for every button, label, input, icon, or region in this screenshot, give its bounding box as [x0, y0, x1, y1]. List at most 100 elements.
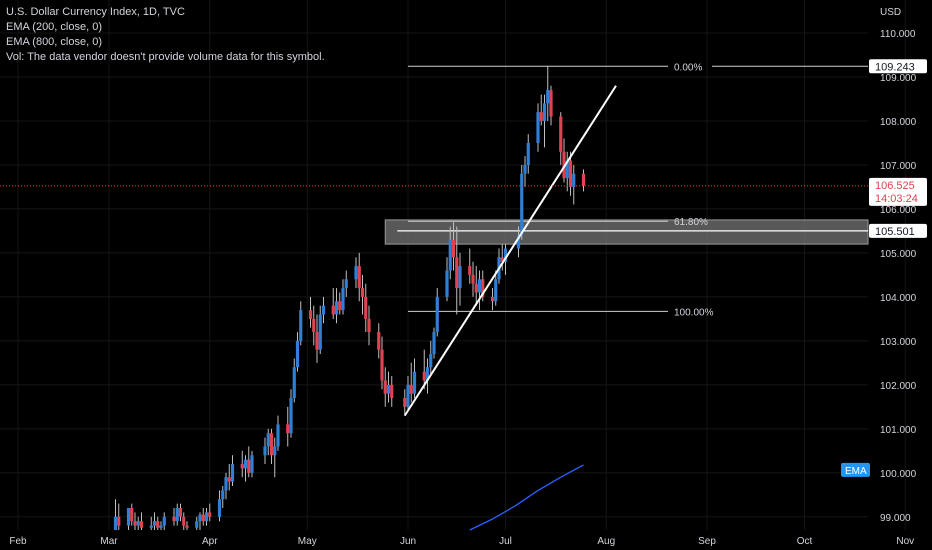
- candle[interactable]: [451, 222, 456, 271]
- candle[interactable]: [341, 279, 345, 315]
- candle[interactable]: [204, 508, 209, 526]
- candle[interactable]: [383, 367, 387, 407]
- candle[interactable]: [247, 446, 251, 478]
- candle[interactable]: [263, 437, 267, 465]
- candle[interactable]: [318, 305, 322, 355]
- candle[interactable]: [156, 516, 160, 530]
- candle[interactable]: [471, 261, 475, 297]
- candle[interactable]: [581, 169, 586, 192]
- candle[interactable]: [175, 503, 179, 526]
- candle[interactable]: [230, 455, 235, 487]
- candle[interactable]: [380, 336, 384, 390]
- candle[interactable]: [536, 103, 540, 152]
- candle[interactable]: [539, 94, 543, 126]
- candle[interactable]: [289, 389, 293, 438]
- candle[interactable]: [273, 437, 277, 478]
- candle[interactable]: [243, 455, 248, 482]
- candle[interactable]: [425, 358, 430, 394]
- candle[interactable]: [250, 450, 254, 478]
- price-axis[interactable]: USD 99.000 100.000 101.000 102.000 103.000 104…: [880, 7, 917, 524]
- candle[interactable]: [445, 257, 449, 302]
- candle[interactable]: [130, 503, 134, 526]
- candle[interactable]: [367, 305, 371, 346]
- candle[interactable]: [494, 270, 498, 306]
- candle[interactable]: [198, 512, 202, 530]
- candle[interactable]: [227, 464, 231, 491]
- candle[interactable]: [217, 490, 222, 522]
- candle[interactable]: [292, 358, 296, 403]
- candle[interactable]: [568, 151, 573, 196]
- candle[interactable]: [139, 512, 144, 530]
- candle[interactable]: [344, 270, 348, 297]
- candle[interactable]: [308, 296, 313, 328]
- candle[interactable]: [481, 270, 485, 302]
- candle[interactable]: [149, 516, 153, 530]
- candle[interactable]: [377, 323, 381, 359]
- candle[interactable]: [455, 226, 459, 315]
- candle[interactable]: [549, 85, 553, 126]
- candle[interactable]: [422, 349, 426, 390]
- candle[interactable]: [448, 226, 452, 280]
- candle[interactable]: [117, 503, 121, 530]
- candle[interactable]: [269, 428, 274, 465]
- candle[interactable]: [546, 66, 550, 121]
- candle[interactable]: [113, 499, 118, 530]
- candle[interactable]: [240, 450, 244, 478]
- candle[interactable]: [354, 257, 358, 289]
- candle[interactable]: [435, 288, 439, 337]
- candle[interactable]: [432, 327, 436, 359]
- candle[interactable]: [500, 244, 504, 271]
- ema-line[interactable]: [469, 464, 584, 531]
- candle[interactable]: [360, 274, 365, 315]
- candle[interactable]: [136, 516, 140, 530]
- candle[interactable]: [126, 508, 131, 530]
- candle[interactable]: [406, 376, 410, 412]
- candle[interactable]: [178, 503, 183, 522]
- candle[interactable]: [490, 288, 495, 311]
- zone-rect[interactable]: [384, 219, 869, 245]
- time-axis[interactable]: Feb Mar Apr May Jun Jul Aug Sep Oct Nov: [9, 536, 914, 547]
- candle[interactable]: [295, 332, 300, 372]
- candle[interactable]: [182, 512, 186, 530]
- candle[interactable]: [429, 340, 433, 377]
- candle[interactable]: [357, 252, 361, 302]
- candle[interactable]: [559, 112, 563, 165]
- candle[interactable]: [208, 503, 212, 522]
- candle[interactable]: [312, 305, 316, 346]
- candle[interactable]: [185, 521, 189, 530]
- candle[interactable]: [338, 292, 342, 315]
- candle[interactable]: [331, 288, 335, 319]
- candle[interactable]: [474, 266, 478, 306]
- candle[interactable]: [159, 521, 163, 530]
- candle[interactable]: [364, 283, 368, 333]
- candle[interactable]: [477, 270, 482, 311]
- candle[interactable]: [266, 428, 270, 456]
- candle[interactable]: [172, 508, 176, 526]
- candle[interactable]: [572, 164, 576, 205]
- candle[interactable]: [562, 138, 566, 183]
- candle[interactable]: [542, 94, 547, 148]
- candle[interactable]: [321, 296, 326, 324]
- trendline[interactable]: [403, 85, 617, 417]
- candle[interactable]: [299, 301, 303, 346]
- candle[interactable]: [276, 415, 280, 451]
- candle[interactable]: [315, 314, 319, 363]
- candle[interactable]: [390, 376, 394, 407]
- candle[interactable]: [221, 486, 225, 509]
- candle[interactable]: [412, 358, 417, 399]
- candle[interactable]: [526, 134, 530, 174]
- candle[interactable]: [516, 226, 521, 258]
- candle[interactable]: [224, 472, 228, 500]
- candle[interactable]: [286, 406, 290, 447]
- candle[interactable]: [523, 156, 527, 187]
- candle[interactable]: [201, 508, 205, 526]
- candle[interactable]: [334, 288, 339, 324]
- candle[interactable]: [409, 362, 413, 403]
- candle[interactable]: [152, 512, 157, 530]
- candle[interactable]: [162, 512, 166, 530]
- candle[interactable]: [565, 151, 569, 192]
- candle[interactable]: [458, 252, 462, 306]
- candle[interactable]: [403, 389, 407, 416]
- candle[interactable]: [195, 516, 199, 530]
